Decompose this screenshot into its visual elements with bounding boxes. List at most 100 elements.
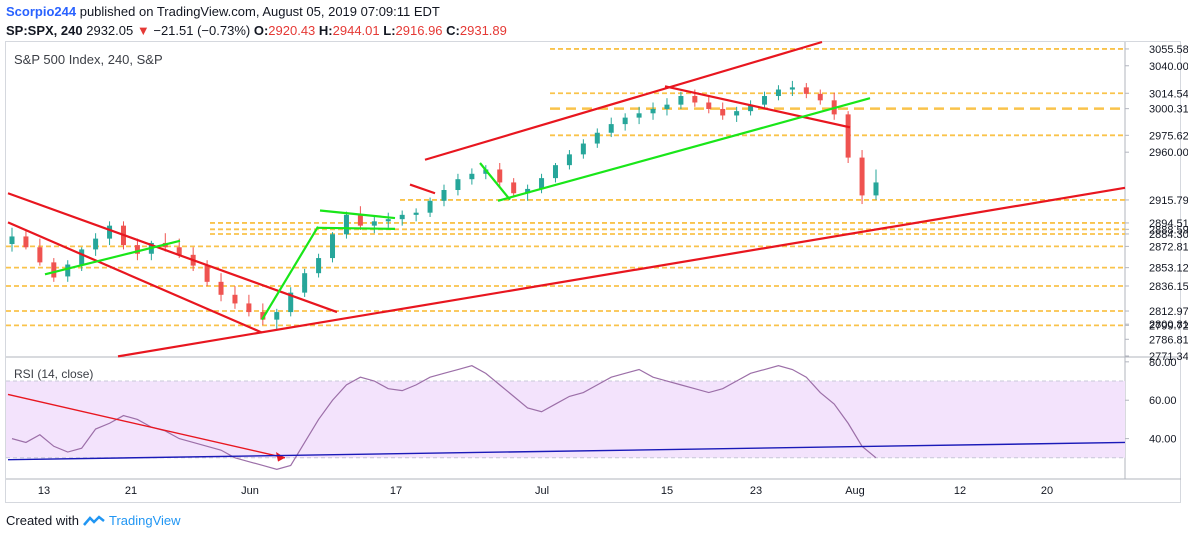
candle-body: [762, 96, 768, 105]
price-tick-label: 2915.79: [1149, 195, 1188, 207]
candle-body: [622, 117, 628, 125]
candle-body: [9, 236, 15, 245]
candle-body: [525, 188, 531, 194]
price-tick-label: 3040.00: [1149, 61, 1188, 73]
candle-body: [232, 294, 238, 304]
down-arrow-icon: ▼: [136, 23, 150, 38]
close-label: C:: [446, 23, 460, 38]
price-tick-label: 2884.30: [1149, 229, 1188, 241]
downtrend-line: [7, 192, 338, 314]
candle-body: [469, 173, 475, 180]
x-tick-label: 12: [954, 485, 966, 497]
candle-body: [371, 221, 377, 226]
price-tick-label: 2888.59: [1149, 224, 1188, 236]
candle-body: [608, 124, 614, 133]
price-tick-label: 2960.00: [1149, 147, 1188, 159]
short-red-line: [409, 183, 436, 195]
candle-body: [692, 96, 698, 103]
candle-body: [678, 96, 684, 105]
x-tick-label: Aug: [845, 485, 865, 497]
candle-body: [552, 165, 558, 179]
candle-body: [706, 102, 712, 109]
candle-body: [539, 178, 545, 189]
candle-body: [288, 292, 294, 313]
candle-body: [93, 238, 99, 250]
candle-body: [65, 264, 71, 277]
green-channel-line: [497, 97, 871, 202]
quote-header: SP:SPX, 240 2932.05 ▼ −21.51 (−0.73%) O:…: [6, 23, 507, 38]
tradingview-logo-icon: [83, 514, 105, 526]
green-wedge-line: [44, 239, 181, 276]
green-pole-line: [261, 226, 319, 321]
candle-body: [650, 108, 656, 114]
created-with-text: Created with: [6, 513, 79, 528]
candle-body: [566, 154, 572, 166]
candle-body: [594, 132, 600, 144]
price-tick-label: 2812.97: [1149, 306, 1188, 318]
candle-body: [664, 104, 670, 109]
candle-body: [427, 200, 433, 213]
candle-body: [37, 247, 43, 263]
published-text: published on TradingView.com, August 05,…: [79, 4, 440, 19]
candle-body: [23, 236, 29, 248]
rsi-downtrend-line: [7, 393, 286, 459]
low-label: L:: [383, 23, 396, 38]
open-value: 2920.43: [268, 23, 316, 38]
green-flag-lower: [317, 226, 396, 230]
author-name[interactable]: Scorpio244: [6, 4, 77, 19]
candle-body: [748, 104, 754, 112]
candle-body: [316, 258, 322, 274]
candle-body: [845, 114, 851, 158]
low-value: 2916.96: [395, 23, 443, 38]
candle-body: [789, 87, 795, 90]
price-tick-label: 2836.15: [1149, 281, 1188, 293]
x-tick-label: 23: [750, 485, 762, 497]
candle-body: [580, 143, 586, 155]
high-label: H:: [318, 23, 333, 38]
candle-body: [343, 214, 349, 235]
candle-body: [775, 89, 781, 97]
candle-body: [246, 303, 252, 313]
candle-body: [734, 111, 740, 116]
rsi-title: RSI (14, close): [14, 367, 94, 381]
candle-body: [455, 179, 461, 191]
x-tick-label: Jun: [241, 485, 259, 497]
green-flag-upper: [319, 209, 396, 220]
price-tick-label: 3055.58: [1149, 44, 1188, 56]
candle-body: [51, 262, 57, 278]
price-tick-label: 2800.81: [1149, 319, 1188, 331]
rsi-band: [6, 381, 1125, 458]
downtrend-channel-line: [7, 221, 263, 334]
tradingview-brand[interactable]: TradingView: [108, 513, 181, 528]
x-tick-label: 21: [125, 485, 137, 497]
candle-body: [176, 247, 182, 255]
candle-body: [107, 225, 113, 239]
x-tick-label: Jul: [535, 485, 549, 497]
candle-body: [260, 312, 266, 320]
price-tick-label: 3000.31: [1149, 104, 1188, 116]
candle-body: [511, 182, 517, 194]
last-price: 2932.05: [86, 23, 134, 38]
candle-body: [859, 157, 865, 196]
candle-body: [79, 249, 85, 265]
candle-body: [817, 93, 823, 101]
candle-body: [134, 245, 140, 254]
candle-body: [399, 214, 405, 220]
x-tick-label: 20: [1041, 485, 1053, 497]
price-tick-label: 2853.12: [1149, 263, 1188, 275]
high-value: 2944.01: [332, 23, 380, 38]
x-tick-label: 17: [390, 485, 402, 497]
candle-body: [302, 273, 308, 293]
candle-body: [413, 212, 419, 215]
candle-body: [720, 108, 726, 116]
rsi-tick-label: 60.00: [1149, 395, 1177, 407]
price-tick-label: 2872.81: [1149, 241, 1188, 253]
candle-body: [497, 169, 503, 183]
arrow-head-icon: [276, 452, 285, 462]
price-tick-label: 2894.51: [1149, 218, 1188, 230]
price-tick-label: 2786.81: [1149, 334, 1188, 346]
price-change: −21.51 (−0.73%): [153, 23, 251, 38]
candle-body: [441, 190, 447, 201]
candle-body: [873, 182, 879, 196]
